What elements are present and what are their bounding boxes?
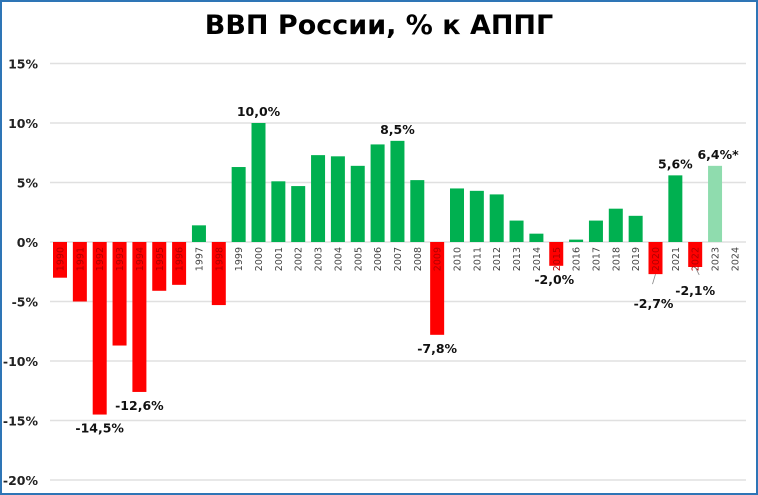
data-label-2015: -2,0% xyxy=(534,272,574,287)
x-tick-label: 1993 xyxy=(115,247,126,271)
x-tick-label: 2011 xyxy=(472,247,483,271)
bar-1998 xyxy=(211,242,226,306)
x-tick-label: 1996 xyxy=(175,247,186,271)
bar-2005 xyxy=(350,165,365,242)
bar-1992 xyxy=(92,242,107,415)
bar-2001 xyxy=(271,181,286,242)
x-tick-label: 1990 xyxy=(56,247,67,271)
bar-1991 xyxy=(72,242,87,302)
data-label-2000: 10,0% xyxy=(237,104,281,119)
bar-2008 xyxy=(410,180,425,242)
y-tick-label: -5% xyxy=(12,295,39,310)
leader-line xyxy=(694,266,700,276)
y-tick-label: -10% xyxy=(3,354,39,369)
x-tick-label: 1995 xyxy=(155,247,166,271)
bar-2009 xyxy=(430,242,445,335)
bar-2023 xyxy=(708,165,723,242)
bar-1990 xyxy=(53,242,67,278)
x-tick-label: 1994 xyxy=(135,247,146,271)
x-tick-label: 1998 xyxy=(214,247,225,271)
y-tick-label: -20% xyxy=(3,473,39,488)
bar-1994 xyxy=(132,242,147,392)
bar-2021 xyxy=(668,175,683,242)
y-tick-label: 0% xyxy=(17,235,39,250)
y-tick-label: -15% xyxy=(3,414,39,429)
x-tick-label: 2021 xyxy=(671,247,682,271)
x-tick-label: 2020 xyxy=(651,247,662,271)
x-tick-label: 2023 xyxy=(711,247,722,271)
y-tick-label: 10% xyxy=(8,116,38,131)
data-label-1994: -12,6% xyxy=(115,398,164,413)
x-tick-label: 2018 xyxy=(611,247,622,271)
x-tick-label: 2006 xyxy=(373,247,384,271)
x-tick-label: 2024 xyxy=(730,247,741,271)
bar-2012 xyxy=(489,194,504,242)
bar-2016 xyxy=(569,239,584,242)
x-tick-label: 1992 xyxy=(95,247,106,271)
x-tick-label: 2010 xyxy=(453,247,464,271)
x-tick-label: 2022 xyxy=(691,247,702,271)
x-tick-label: 2008 xyxy=(413,247,424,271)
bar-2011 xyxy=(469,190,484,242)
bar-2006 xyxy=(370,144,385,242)
bar-2020 xyxy=(648,242,663,275)
data-label-2023: 6,4%* xyxy=(697,147,739,162)
x-tick-label: 2003 xyxy=(314,247,325,271)
x-tick-label: 2004 xyxy=(333,247,344,271)
x-tick-label: 2000 xyxy=(254,247,265,271)
x-tick-label: 2016 xyxy=(572,247,583,271)
bar-2014 xyxy=(529,233,544,242)
x-tick-label: 2002 xyxy=(294,247,305,271)
bar-2013 xyxy=(509,220,524,242)
bar-2018 xyxy=(608,208,623,242)
bar-2004 xyxy=(330,156,345,242)
data-label-2021: 5,6% xyxy=(658,156,693,171)
bar-2000 xyxy=(251,123,266,242)
data-label-2007: 8,5% xyxy=(380,122,415,137)
leader-line xyxy=(652,274,656,285)
x-tick-label: 2015 xyxy=(552,247,563,271)
bar-1999 xyxy=(231,167,246,242)
x-tick-label: 1997 xyxy=(194,247,205,271)
data-label-2009: -7,8% xyxy=(417,341,457,356)
bar-1993 xyxy=(112,242,127,346)
x-tick-label: 2007 xyxy=(393,247,404,271)
x-tick-label: 2009 xyxy=(433,247,444,271)
bar-2022 xyxy=(688,242,703,267)
bar-1996 xyxy=(172,242,187,285)
bar-2015 xyxy=(549,242,564,266)
x-tick-label: 2005 xyxy=(353,247,364,271)
bar-2010 xyxy=(450,188,464,242)
bar-1997 xyxy=(191,225,206,242)
bar-2017 xyxy=(588,220,603,242)
y-tick-label: 15% xyxy=(8,57,38,72)
bar-1995 xyxy=(152,242,167,291)
x-tick-label: 1991 xyxy=(75,247,86,271)
bar-2002 xyxy=(291,186,306,242)
x-tick-label: 1999 xyxy=(234,247,245,271)
x-tick-label: 2014 xyxy=(532,247,543,271)
data-label-2020: -2,7% xyxy=(634,296,674,311)
chart-title: ВВП России, % к АППГ xyxy=(204,10,554,41)
x-tick-label: 2017 xyxy=(591,247,602,271)
x-tick-label: 2001 xyxy=(274,247,285,271)
bar-2019 xyxy=(628,215,643,242)
x-tick-label: 2013 xyxy=(512,247,523,271)
bar-2003 xyxy=(311,155,326,242)
x-tick-label: 2012 xyxy=(492,247,503,271)
data-label-1992: -14,5% xyxy=(75,421,124,436)
data-label-2022: -2,1% xyxy=(675,283,715,298)
y-tick-label: 5% xyxy=(17,176,39,191)
x-tick-label: 2019 xyxy=(631,247,642,271)
bar-2007 xyxy=(390,140,405,242)
